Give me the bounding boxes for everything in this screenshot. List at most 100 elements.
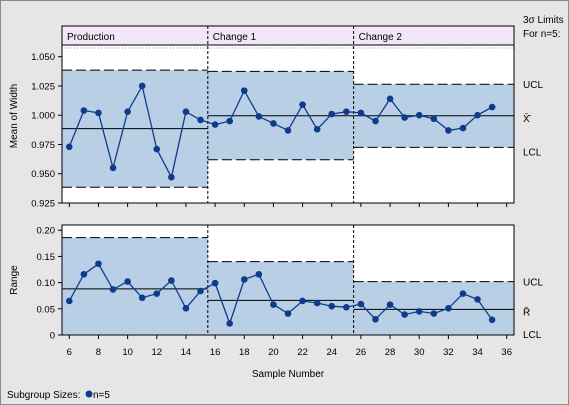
range-data-point (138, 294, 146, 302)
range-data-point (182, 304, 190, 312)
xbar-ucl-label: UCL (523, 80, 543, 91)
range-data-point (153, 290, 161, 297)
range-data-point (445, 304, 452, 312)
x-axis: 6 8 10 12 14 16 18 20 22 24 26 28 30 32 34 36 (67, 203, 512, 358)
x-tick-label: 18 (239, 347, 250, 358)
xbar-data-point (168, 173, 175, 181)
xbar-data-point (372, 117, 379, 125)
xbar-y-axis-title: Mean of Width (9, 84, 20, 148)
xbar-lcl-label: LCL (523, 147, 542, 158)
range-center-label: R̄ (523, 306, 530, 319)
x-tick-label: 12 (151, 347, 162, 358)
range-y-tick-label: 0.20 (37, 226, 56, 237)
xbar-data-point (459, 124, 467, 132)
xbar-plot-border (61, 25, 515, 204)
xbar-phase-label: Change 2 (359, 32, 403, 43)
x-tick-label: 28 (385, 347, 396, 358)
range-data-point (474, 296, 481, 303)
range-data-point (328, 302, 336, 310)
xbar-phase-label: Change 1 (213, 32, 257, 43)
xbar-data-point (182, 108, 190, 116)
x-tick-label: 32 (443, 347, 454, 358)
range-data-point (226, 320, 233, 327)
xbar-data-point (270, 120, 277, 127)
range-data-point (343, 303, 350, 311)
range-data-point (357, 300, 365, 308)
range-data-point (313, 299, 321, 307)
x-axis-title: Sample Number (252, 369, 325, 380)
range-data-point (109, 286, 117, 293)
xbar-data-point (430, 115, 438, 123)
x-tick-label: 16 (210, 347, 221, 358)
xbar-data-point (343, 108, 350, 116)
xbar-data-point (240, 87, 248, 94)
xbar-data-point (299, 101, 306, 108)
subgroup-marker (85, 390, 93, 398)
xbar-data-point (328, 110, 336, 118)
sigma-limits-label: 3σ Limits (523, 15, 564, 26)
x-tick-label: 20 (268, 347, 279, 358)
range-data-point (372, 315, 379, 323)
sample-size-label: For n=5: (523, 29, 561, 40)
xbar-data-point (357, 109, 365, 117)
range-panel: 0 0.05 0.10 0.15 0.20 UCL R̄ LCL (37, 224, 543, 342)
xbar-data-point (138, 82, 146, 90)
x-tick-label: 34 (472, 347, 483, 358)
range-data-point (284, 310, 292, 317)
xbar-center-label: X̄̄ (523, 112, 532, 125)
x-tick-label: 26 (356, 347, 367, 358)
xbar-y-tick-label: 1.000 (31, 111, 55, 122)
xbar-y-tick-label: 0.925 (31, 199, 55, 210)
range-data-point (430, 310, 438, 317)
x-tick-label: 36 (501, 347, 512, 358)
range-data-point (299, 297, 306, 305)
xbar-y-tick-label: 0.975 (31, 140, 55, 151)
xbar-data-point (474, 111, 481, 119)
range-data-point (415, 308, 423, 315)
range-data-point (488, 316, 496, 324)
range-data-point (270, 301, 277, 308)
x-tick-label: 6 (67, 347, 72, 358)
range-data-point (459, 290, 467, 297)
subgroup-sizes-label: Subgroup Sizes: (7, 390, 80, 401)
x-tick-label: 10 (122, 347, 133, 358)
range-y-tick-label: 0 (50, 331, 55, 342)
range-y-axis-title: Range (9, 265, 20, 295)
x-tick-label: 14 (181, 347, 192, 358)
subgroup-size-value: n=5 (93, 390, 110, 401)
x-tick-label: 22 (297, 347, 308, 358)
range-lcl-label: LCL (523, 330, 542, 341)
range-data-point (197, 287, 204, 295)
range-data-point (65, 297, 73, 305)
xbar-data-point (415, 111, 423, 119)
xbar-data-point (284, 127, 292, 134)
xbar-y-tick-label: 0.950 (31, 169, 55, 180)
range-y-tick-label: 0.15 (37, 252, 56, 263)
range-ucl-label: UCL (523, 278, 543, 289)
xbar-panel: Production Change 1 Change 2 0.925 0.950 0.97… (31, 25, 543, 210)
xbar-data-point (95, 109, 102, 117)
xbar-data-point (488, 103, 496, 111)
range-y-tick-label: 0.10 (37, 278, 56, 289)
range-data-point (168, 277, 175, 284)
range-control-band (353, 281, 514, 335)
range-data-point (211, 279, 219, 287)
xbar-y-tick-label: 1.050 (31, 52, 55, 63)
xbar-data-point (313, 125, 321, 133)
range-control-band (62, 237, 208, 335)
xbar-data-point (401, 114, 408, 121)
xbar-phase-label: Production (67, 32, 115, 43)
xbar-data-point (153, 145, 161, 153)
x-tick-label: 8 (96, 347, 101, 358)
xbar-data-point (80, 107, 88, 114)
x-tick-label: 24 (326, 347, 337, 358)
xbar-data-point (386, 95, 394, 103)
xbar-data-point (124, 108, 131, 116)
x-tick-label: 30 (414, 347, 425, 358)
range-plot-border (61, 224, 515, 336)
range-data-point (255, 270, 263, 278)
xbar-phase-header (62, 26, 514, 45)
xbar-data-point (197, 116, 204, 124)
range-data-point (401, 311, 408, 318)
